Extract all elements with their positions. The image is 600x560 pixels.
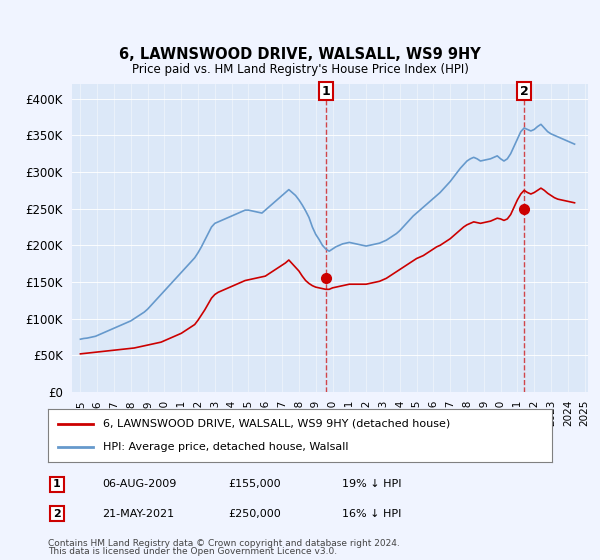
Text: 19% ↓ HPI: 19% ↓ HPI bbox=[342, 479, 401, 489]
Text: 1: 1 bbox=[53, 479, 61, 489]
Text: £155,000: £155,000 bbox=[228, 479, 281, 489]
Text: 2: 2 bbox=[520, 85, 529, 98]
Text: £250,000: £250,000 bbox=[228, 508, 281, 519]
Text: 6, LAWNSWOOD DRIVE, WALSALL, WS9 9HY (detached house): 6, LAWNSWOOD DRIVE, WALSALL, WS9 9HY (de… bbox=[103, 419, 451, 429]
Text: Contains HM Land Registry data © Crown copyright and database right 2024.: Contains HM Land Registry data © Crown c… bbox=[48, 539, 400, 548]
Text: 21-MAY-2021: 21-MAY-2021 bbox=[102, 508, 174, 519]
Text: Price paid vs. HM Land Registry's House Price Index (HPI): Price paid vs. HM Land Registry's House … bbox=[131, 63, 469, 76]
Text: 06-AUG-2009: 06-AUG-2009 bbox=[102, 479, 176, 489]
Text: 6, LAWNSWOOD DRIVE, WALSALL, WS9 9HY: 6, LAWNSWOOD DRIVE, WALSALL, WS9 9HY bbox=[119, 46, 481, 62]
Text: 16% ↓ HPI: 16% ↓ HPI bbox=[342, 508, 401, 519]
Text: 1: 1 bbox=[322, 85, 330, 98]
Text: HPI: Average price, detached house, Walsall: HPI: Average price, detached house, Wals… bbox=[103, 442, 349, 452]
Text: This data is licensed under the Open Government Licence v3.0.: This data is licensed under the Open Gov… bbox=[48, 547, 337, 556]
Text: 2: 2 bbox=[53, 508, 61, 519]
